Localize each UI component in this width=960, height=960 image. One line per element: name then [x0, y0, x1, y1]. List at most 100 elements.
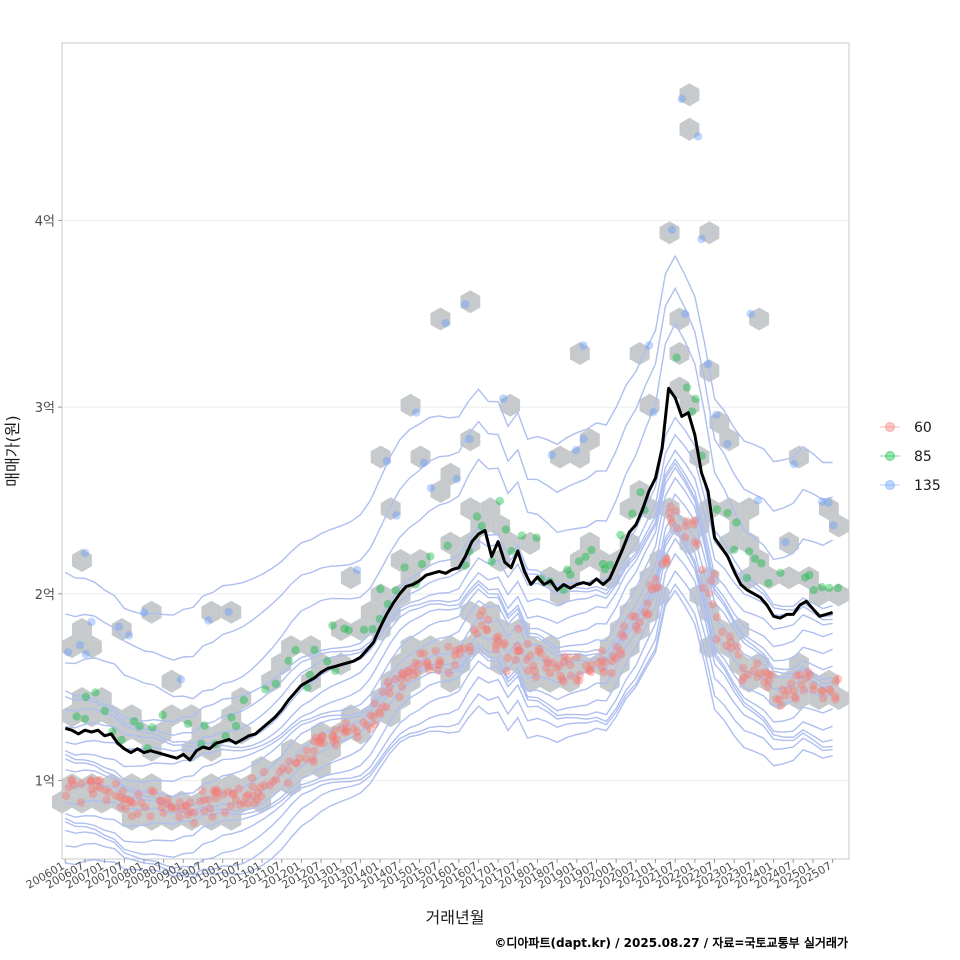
point-60 — [390, 674, 400, 684]
hexbin — [699, 221, 720, 245]
point-60 — [77, 779, 86, 788]
hexbin — [72, 549, 92, 572]
hexbin — [739, 566, 760, 590]
point-60 — [465, 646, 475, 656]
point-60 — [349, 724, 358, 733]
point-60 — [229, 790, 238, 799]
point-60 — [792, 671, 802, 680]
hexbin — [500, 635, 521, 659]
point-60 — [341, 728, 350, 737]
contour-line — [64, 537, 833, 844]
point-60 — [609, 651, 618, 660]
point-135 — [392, 511, 401, 520]
point-60 — [796, 680, 806, 690]
point-60 — [826, 687, 835, 696]
hexbin — [828, 514, 849, 538]
hexbin — [390, 687, 411, 710]
point-60 — [651, 583, 661, 593]
point-85 — [284, 656, 293, 665]
point-60 — [817, 686, 826, 696]
point-60 — [93, 776, 102, 785]
point-60 — [643, 599, 652, 608]
point-60 — [330, 726, 339, 735]
point-60 — [704, 589, 714, 598]
point-85 — [598, 559, 608, 569]
hexbin — [500, 393, 521, 417]
point-60 — [630, 612, 640, 621]
hexbin — [72, 687, 92, 710]
point-60 — [416, 649, 425, 658]
point-60 — [708, 600, 717, 609]
point-85 — [148, 723, 157, 732]
point-60 — [526, 651, 535, 660]
point-60 — [186, 798, 195, 807]
point-60 — [522, 655, 531, 664]
point-60 — [398, 668, 407, 678]
contour-line — [65, 552, 833, 859]
point-85 — [581, 552, 590, 561]
point-85 — [239, 695, 248, 705]
point-60 — [223, 787, 233, 796]
point-60 — [331, 740, 340, 750]
point-60 — [513, 642, 522, 651]
point-60 — [778, 685, 787, 694]
hexbin — [460, 428, 481, 452]
hexbin — [460, 290, 481, 314]
point-60 — [472, 629, 482, 638]
point-60 — [159, 808, 168, 817]
point-60 — [560, 652, 569, 661]
point-60 — [175, 812, 184, 822]
point-60 — [514, 646, 523, 655]
point-60 — [250, 798, 259, 808]
point-60 — [366, 724, 375, 733]
point-60 — [268, 777, 278, 786]
point-85 — [672, 353, 681, 362]
point-60 — [64, 783, 74, 792]
point-60 — [149, 787, 158, 797]
point-60 — [412, 667, 422, 677]
point-60 — [801, 674, 811, 683]
point-60 — [597, 646, 607, 655]
point-60 — [275, 767, 285, 776]
point-135 — [829, 521, 838, 530]
point-60 — [739, 672, 749, 682]
hexbin — [639, 393, 660, 417]
point-60 — [791, 694, 800, 704]
point-60 — [189, 818, 199, 828]
y-axis-title: 매매가(원) — [3, 415, 22, 486]
point-135 — [694, 132, 703, 141]
point-60 — [712, 613, 722, 622]
point-60 — [125, 796, 134, 805]
hexbin — [440, 531, 461, 555]
point-60 — [395, 692, 404, 702]
point-85 — [532, 533, 541, 542]
point-60 — [341, 719, 351, 728]
hexbin — [659, 221, 680, 245]
hexbin — [789, 445, 809, 469]
point-60 — [693, 540, 702, 549]
point-85 — [628, 509, 637, 518]
point-60 — [259, 768, 269, 777]
point-60 — [140, 803, 150, 812]
point-60 — [226, 801, 235, 811]
point-85 — [574, 557, 584, 566]
point-135 — [461, 300, 470, 309]
point-60 — [198, 786, 207, 796]
hexbin — [818, 497, 839, 521]
hexbin-layer — [52, 83, 849, 831]
point-135 — [789, 459, 799, 469]
point-60 — [353, 732, 362, 742]
point-60 — [378, 702, 387, 712]
point-60 — [459, 644, 468, 653]
point-85 — [80, 714, 90, 723]
point-60 — [631, 622, 641, 631]
point-60 — [104, 787, 114, 797]
point-60 — [248, 791, 257, 801]
point-60 — [213, 787, 222, 796]
point-60 — [228, 789, 238, 798]
point-85 — [805, 570, 814, 580]
point-60 — [302, 746, 311, 755]
hexbin — [480, 635, 501, 659]
hexbin — [350, 618, 371, 641]
point-60 — [727, 643, 736, 653]
